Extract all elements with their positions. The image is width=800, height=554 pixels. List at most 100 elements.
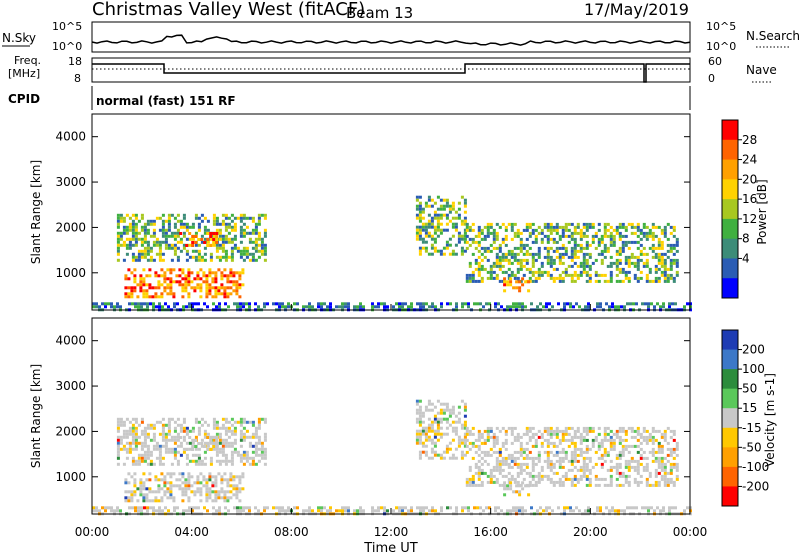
velocity-cell bbox=[185, 462, 189, 466]
power-cell bbox=[205, 289, 209, 293]
power-cell bbox=[662, 302, 665, 306]
power-cell bbox=[642, 264, 646, 268]
velocity-cell bbox=[513, 435, 517, 439]
power-cell bbox=[534, 228, 538, 232]
power-cell bbox=[311, 305, 314, 309]
power-cell bbox=[134, 240, 138, 244]
power-cell bbox=[501, 222, 505, 226]
velocity-cell bbox=[146, 444, 150, 448]
power-cell bbox=[445, 204, 449, 208]
power-cell bbox=[463, 231, 467, 235]
power-cell bbox=[609, 240, 613, 244]
power-cell bbox=[540, 240, 544, 244]
velocity-cell bbox=[377, 506, 380, 510]
velocity-cell bbox=[215, 432, 219, 436]
velocity-cell bbox=[603, 459, 607, 463]
velocity-cell bbox=[125, 435, 129, 439]
velocity-cell bbox=[415, 441, 419, 445]
power-cell bbox=[467, 302, 470, 306]
power-cell bbox=[534, 258, 538, 262]
velocity-cell bbox=[474, 483, 478, 487]
velocity-cell bbox=[596, 509, 599, 513]
power-cell bbox=[238, 271, 242, 275]
velocity-cell bbox=[675, 468, 679, 472]
power-cell bbox=[142, 280, 146, 284]
velocity-cell bbox=[424, 438, 428, 442]
velocity-cell bbox=[636, 444, 640, 448]
power-cell bbox=[143, 255, 147, 259]
velocity-cell bbox=[203, 420, 207, 424]
velocity-cell bbox=[654, 459, 658, 463]
velocity-cell bbox=[626, 506, 629, 510]
velocity-cell bbox=[463, 444, 467, 448]
power-cell bbox=[176, 213, 180, 217]
velocity-cell bbox=[651, 438, 655, 442]
power-cell bbox=[302, 305, 305, 309]
velocity-cell bbox=[588, 471, 592, 475]
velocity-cell bbox=[206, 432, 210, 436]
power-cell bbox=[594, 279, 598, 283]
velocity-cell bbox=[220, 475, 224, 479]
power-cell bbox=[215, 305, 218, 309]
power-cell bbox=[639, 231, 643, 235]
velocity-cell bbox=[206, 509, 209, 513]
velocity-cell bbox=[430, 450, 434, 454]
power-cell bbox=[415, 207, 419, 211]
power-cell bbox=[494, 302, 497, 306]
power-cell bbox=[471, 276, 475, 280]
power-cell bbox=[567, 222, 571, 226]
power-cell bbox=[181, 271, 185, 275]
velocity-cell bbox=[217, 496, 221, 500]
power-cell bbox=[167, 228, 171, 232]
velocity-cell bbox=[230, 429, 234, 433]
velocity-cell bbox=[549, 441, 553, 445]
velocity-cell bbox=[468, 483, 472, 487]
velocity-cell bbox=[199, 472, 203, 476]
power-cell bbox=[537, 231, 541, 235]
power-cell bbox=[639, 228, 643, 232]
velocity-cell bbox=[185, 448, 189, 451]
power-cell bbox=[257, 234, 261, 238]
velocity-cell bbox=[591, 429, 595, 433]
velocity-cell bbox=[281, 506, 284, 510]
velocity-cell bbox=[570, 435, 574, 439]
power-cell bbox=[221, 234, 225, 238]
power-cell bbox=[418, 216, 422, 220]
power-cell bbox=[242, 246, 246, 250]
velocity-cell bbox=[549, 450, 553, 454]
power-cell bbox=[203, 225, 207, 229]
velocity-cell bbox=[359, 506, 362, 510]
velocity-cell bbox=[238, 475, 242, 479]
power-cell bbox=[154, 295, 158, 299]
velocity-cell bbox=[448, 414, 452, 418]
power-cell bbox=[531, 240, 535, 244]
power-cell bbox=[257, 231, 261, 235]
power-cell bbox=[531, 258, 535, 262]
velocity-cell bbox=[669, 453, 673, 457]
power-cell bbox=[570, 255, 574, 259]
power-cell bbox=[555, 240, 559, 244]
power-cell bbox=[513, 276, 517, 280]
velocity-cell bbox=[585, 429, 589, 433]
velocity-cell bbox=[212, 447, 216, 451]
velocity-cell bbox=[555, 444, 559, 448]
velocity-y-axis-label: Slant Range [km] bbox=[29, 364, 43, 468]
power-cell bbox=[563, 305, 566, 309]
power-cell bbox=[239, 213, 243, 217]
power-cell bbox=[119, 231, 123, 235]
colorbar-swatch bbox=[722, 159, 738, 180]
velocity-cell bbox=[483, 438, 487, 442]
power-cell bbox=[572, 305, 575, 309]
power-cell bbox=[218, 222, 222, 226]
velocity-cell bbox=[489, 474, 493, 478]
power-cell bbox=[584, 305, 587, 309]
velocity-cell bbox=[534, 444, 538, 448]
velocity-cell bbox=[218, 506, 221, 510]
velocity-cell bbox=[546, 474, 550, 478]
power-cell bbox=[424, 234, 428, 238]
power-cell bbox=[263, 243, 267, 247]
power-cell bbox=[104, 302, 107, 306]
velocity-cell bbox=[483, 471, 487, 475]
power-cell bbox=[203, 302, 206, 306]
power-cell bbox=[161, 231, 165, 235]
